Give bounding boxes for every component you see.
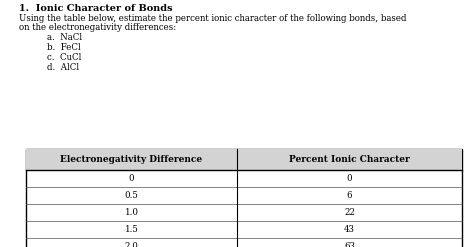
Text: Electronegativity Difference: Electronegativity Difference bbox=[61, 155, 202, 165]
Text: 1.  Ionic Character of Bonds: 1. Ionic Character of Bonds bbox=[19, 4, 173, 13]
Text: Using the table below, estimate the percent ionic character of the following bon: Using the table below, estimate the perc… bbox=[19, 14, 407, 22]
Text: c.  CuCl: c. CuCl bbox=[47, 53, 82, 62]
Text: b.  FeCl: b. FeCl bbox=[47, 43, 81, 52]
Text: d.  AlCl: d. AlCl bbox=[47, 63, 80, 72]
Text: 2.0: 2.0 bbox=[125, 242, 138, 247]
Text: 1.0: 1.0 bbox=[125, 208, 138, 217]
Text: 1.5: 1.5 bbox=[125, 225, 138, 234]
Text: 6: 6 bbox=[347, 191, 352, 200]
Text: 43: 43 bbox=[344, 225, 355, 234]
Text: 22: 22 bbox=[344, 208, 355, 217]
Text: 0: 0 bbox=[347, 174, 352, 183]
Bar bbox=[26, 149, 462, 170]
Text: on the electronegativity differences:: on the electronegativity differences: bbox=[19, 23, 176, 32]
Text: 0.5: 0.5 bbox=[125, 191, 138, 200]
Text: 0: 0 bbox=[129, 174, 134, 183]
Text: a.  NaCl: a. NaCl bbox=[47, 33, 82, 42]
Text: Percent Ionic Character: Percent Ionic Character bbox=[289, 155, 410, 165]
Text: 63: 63 bbox=[344, 242, 355, 247]
Bar bbox=[26, 149, 462, 247]
